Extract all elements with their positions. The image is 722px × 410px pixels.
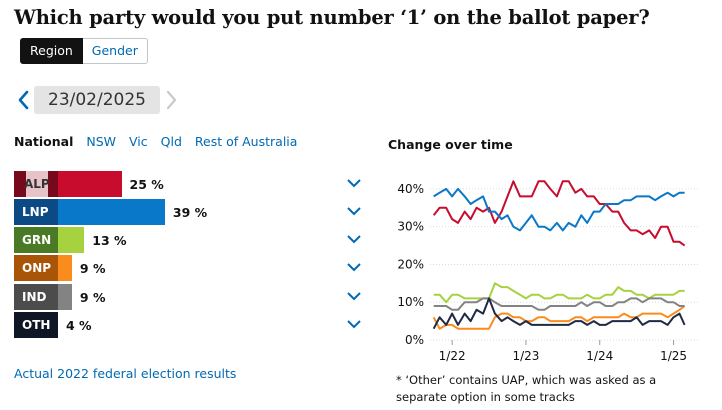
tab-qld[interactable]: Qld: [160, 134, 182, 149]
party-bar-alp: ALP 25 %: [14, 171, 164, 197]
x-tick-label: 1/25: [660, 349, 687, 363]
party-label-grn: GRN: [14, 227, 58, 253]
y-tick-label: 10%: [397, 295, 424, 309]
y-tick-label: 20%: [397, 257, 424, 271]
tab-rest-of-australia[interactable]: Rest of Australia: [194, 134, 298, 149]
chevron-left-icon[interactable]: [14, 86, 32, 114]
party-label-onp: ONP: [14, 255, 58, 281]
chevron-right-icon[interactable]: [162, 86, 180, 114]
series-line-lnp: [433, 187, 685, 232]
expand-ind-chevron-down-icon[interactable]: [346, 290, 362, 302]
party-value-onp: 9 %: [79, 260, 106, 276]
current-date: 23/02/2025: [34, 86, 160, 114]
tab-national[interactable]: National: [14, 134, 74, 149]
x-tick-label: 1/22: [439, 349, 466, 363]
tab-nsw[interactable]: NSW: [86, 134, 117, 149]
expand-onp-chevron-down-icon[interactable]: [346, 261, 362, 273]
party-value-ind: 9 %: [79, 289, 106, 305]
y-tick-label: 40%: [397, 182, 424, 196]
party-label-alp: ALP: [14, 171, 58, 197]
actual-results-link[interactable]: Actual 2022 federal election results: [14, 366, 237, 381]
x-tick-label: 1/23: [512, 349, 539, 363]
party-bar-oth: OTH 4 %: [14, 312, 92, 338]
expand-alp-chevron-down-icon[interactable]: [346, 177, 362, 189]
y-tick-label: 30%: [397, 220, 424, 234]
toggle-region[interactable]: Region: [20, 38, 83, 64]
footnote: * ‘Other’ contains UAP, which was asked …: [396, 373, 657, 404]
party-bar-ind: IND 9 %: [14, 284, 105, 310]
party-fill-alp: [58, 171, 122, 197]
party-bar-lnp: LNP 39 %: [14, 199, 207, 225]
party-value-grn: 13 %: [92, 232, 127, 248]
party-bar-grn: GRN 13 %: [14, 227, 127, 253]
party-fill-ind: [58, 284, 72, 310]
series-line-oth: [432, 297, 686, 330]
series-line-grn: [433, 282, 685, 304]
chart-title: Change over time: [388, 137, 513, 152]
region-tabs: National NSW Vic Qld Rest of Australia: [14, 134, 310, 149]
expand-grn-chevron-down-icon[interactable]: [346, 233, 362, 245]
change-over-time-chart: 0% 10% 20% 30% 40% 1/22 1/23 1/24 1/25: [397, 180, 698, 363]
y-tick-label: 0%: [405, 333, 424, 347]
tab-vic[interactable]: Vic: [129, 134, 148, 149]
party-fill-lnp: [58, 199, 165, 225]
x-tick-label: 1/24: [586, 349, 613, 363]
series-line-alp: [432, 180, 686, 247]
party-label-ind: IND: [14, 284, 58, 310]
party-label-oth: OTH: [14, 312, 58, 338]
series-line-onp: [432, 305, 686, 330]
party-fill-grn: [58, 227, 85, 253]
expand-oth-chevron-down-icon[interactable]: [346, 318, 362, 330]
party-label-lnp: LNP: [14, 199, 58, 225]
page-title: Which party would you put number ‘1’ on …: [14, 6, 650, 29]
expand-lnp-chevron-down-icon[interactable]: [346, 205, 362, 217]
date-navigator: 23/02/2025: [14, 86, 180, 114]
party-value-oth: 4 %: [66, 317, 92, 333]
grouping-toggle: Region Gender: [20, 38, 148, 64]
series-line-ind: [433, 297, 685, 311]
party-value-lnp: 39 %: [172, 204, 208, 220]
party-bar-onp: ONP 9 %: [14, 255, 105, 281]
toggle-gender[interactable]: Gender: [82, 38, 148, 64]
party-value-alp: 25 %: [129, 176, 164, 192]
party-fill-onp: [58, 255, 72, 281]
